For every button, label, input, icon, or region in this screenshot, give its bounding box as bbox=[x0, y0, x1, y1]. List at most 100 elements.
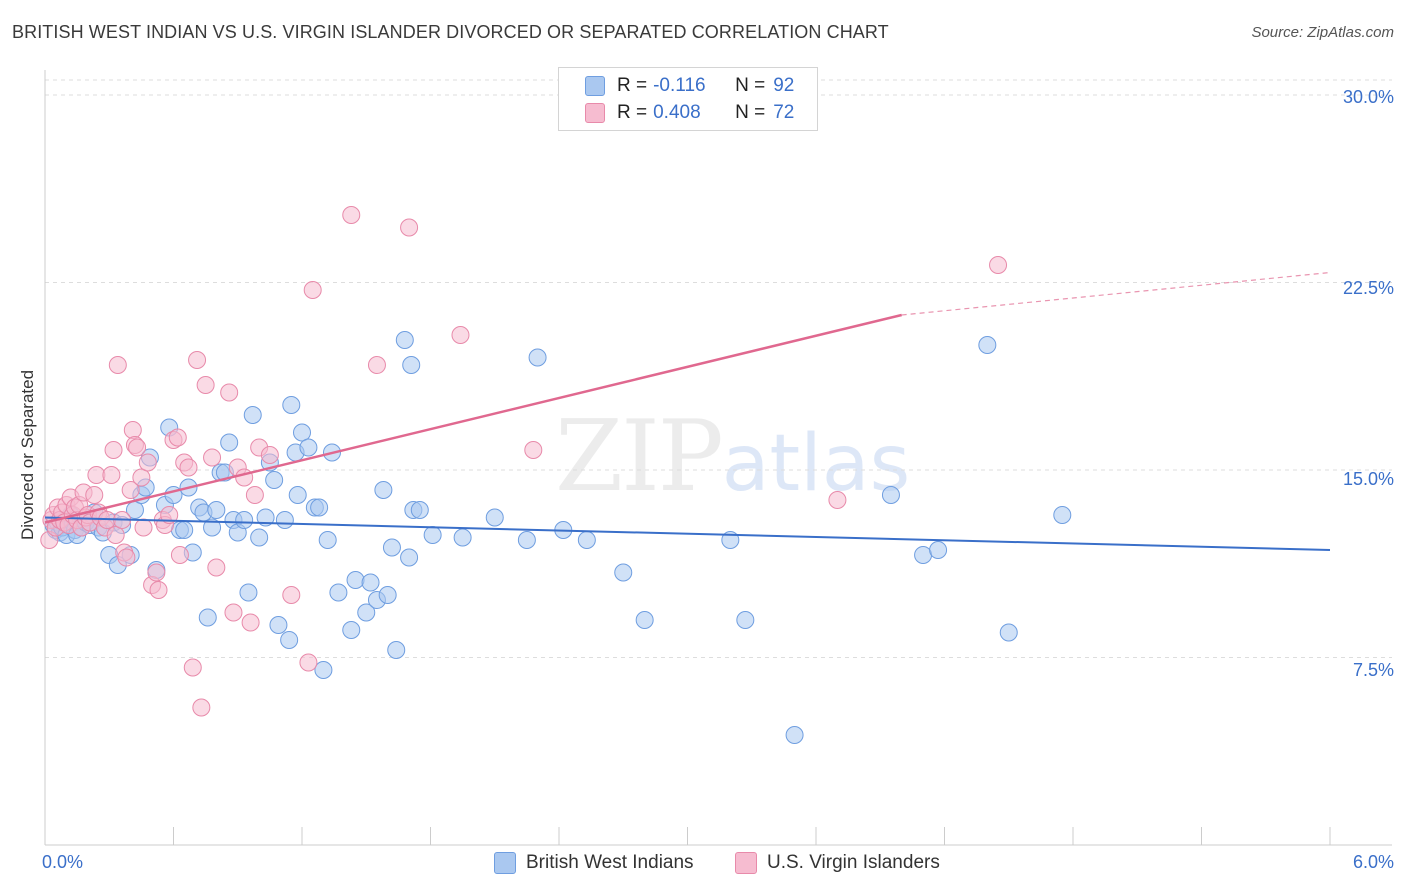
pink-data-point bbox=[220, 383, 239, 402]
blue-data-point bbox=[175, 521, 194, 539]
blue-data-point bbox=[265, 471, 284, 489]
stats-row-pink: R = 0.408 N = 72 bbox=[585, 101, 794, 125]
pink-data-point bbox=[989, 256, 1008, 274]
pink-data-point bbox=[241, 613, 260, 632]
blue-data-point bbox=[387, 641, 406, 659]
legend-swatch-blue bbox=[494, 852, 516, 874]
pink-data-point bbox=[128, 438, 147, 457]
blue-data-point bbox=[978, 336, 997, 354]
pink-data-point bbox=[123, 421, 142, 439]
pink-data-point bbox=[196, 376, 215, 394]
blue-data-point bbox=[293, 423, 311, 442]
x-tick-label-min: 0.0% bbox=[42, 852, 84, 872]
blue-data-point bbox=[914, 546, 933, 564]
blue-data-point bbox=[239, 583, 258, 602]
chart-title: BRITISH WEST INDIAN VS U.S. VIRGIN ISLAN… bbox=[12, 22, 889, 42]
pink-data-point bbox=[102, 466, 121, 484]
r-value: -0.116 bbox=[653, 75, 706, 96]
watermark: ZIPatlas bbox=[555, 400, 910, 514]
blue-data-point bbox=[361, 573, 380, 592]
blue-data-point bbox=[881, 486, 900, 504]
pink-data-point bbox=[132, 468, 151, 487]
blue-data-point bbox=[517, 531, 536, 549]
blue-data-point bbox=[346, 571, 365, 589]
pink-data-point bbox=[282, 586, 301, 604]
blue-data-point bbox=[235, 511, 254, 529]
pink-data-point bbox=[134, 518, 153, 537]
pink-trend-line bbox=[44, 313, 902, 524]
y-tick-label-15: 15.0% bbox=[1342, 469, 1394, 489]
pink-data-point bbox=[121, 481, 140, 499]
blue-data-point bbox=[318, 531, 337, 549]
blue-data-point bbox=[282, 396, 301, 414]
blue-data-point bbox=[402, 356, 421, 374]
r-value: 0.408 bbox=[653, 102, 701, 123]
pink-data-point bbox=[400, 218, 419, 237]
watermark-atlas: atlas bbox=[721, 419, 911, 509]
pink-data-point bbox=[524, 441, 543, 459]
pink-data-point bbox=[828, 491, 847, 509]
y-tick-label-30: 30.0% bbox=[1342, 87, 1394, 107]
pink-data-point bbox=[117, 548, 136, 567]
pink-data-point bbox=[138, 453, 157, 472]
blue-data-point bbox=[999, 623, 1018, 642]
pink-data-point bbox=[108, 356, 127, 374]
r-label: R = bbox=[617, 102, 648, 123]
pink-data-point bbox=[299, 653, 318, 672]
series-legend: British West Indians U.S. Virgin Islande… bbox=[0, 852, 1406, 876]
y-axis-label: Divorced or Separated bbox=[18, 369, 37, 541]
blue-data-point bbox=[378, 586, 397, 604]
blue-data-point bbox=[329, 583, 348, 602]
blue-data-point bbox=[382, 538, 401, 557]
blue-data-point bbox=[577, 531, 596, 549]
blue-data-point bbox=[1053, 506, 1072, 524]
n-label: N = bbox=[735, 102, 766, 123]
blue-data-point bbox=[243, 406, 262, 424]
pink-data-point bbox=[451, 326, 470, 344]
pink-data-point bbox=[149, 581, 168, 599]
pink-data-point bbox=[87, 466, 106, 484]
blue-data-point bbox=[310, 498, 329, 517]
blue-data-point bbox=[453, 528, 472, 547]
legend-label: British West Indians bbox=[526, 852, 694, 873]
blue-data-point bbox=[635, 611, 654, 629]
blue-swatch bbox=[585, 76, 605, 96]
blue-data-point bbox=[198, 608, 217, 627]
pink-data-point bbox=[342, 206, 361, 224]
blue-data-point bbox=[410, 501, 429, 519]
pink-data-point bbox=[224, 603, 243, 622]
r-label: R = bbox=[617, 75, 648, 96]
blue-data-point bbox=[280, 631, 299, 649]
blue-data-point bbox=[250, 528, 269, 547]
watermark-zip: ZIP bbox=[555, 400, 724, 514]
blue-data-point bbox=[207, 501, 226, 519]
pink-data-point bbox=[85, 486, 104, 504]
blue-data-point bbox=[400, 548, 419, 567]
blue-data-point bbox=[342, 621, 361, 639]
blue-data-point bbox=[256, 508, 275, 527]
y-tick-label-7-5: 7.5% bbox=[1352, 660, 1394, 680]
blue-data-point bbox=[357, 603, 376, 622]
blue-trend-line bbox=[44, 516, 1331, 551]
pink-data-point bbox=[192, 698, 211, 717]
legend-swatch-pink bbox=[735, 852, 757, 874]
blue-data-point bbox=[314, 661, 333, 679]
pink-data-point bbox=[160, 506, 179, 524]
pink-data-point bbox=[260, 446, 279, 464]
blue-data-point bbox=[614, 563, 633, 582]
n-label: N = bbox=[735, 75, 766, 96]
blue-data-point bbox=[220, 433, 239, 452]
y-tick-label-22-5: 22.5% bbox=[1342, 278, 1394, 298]
blue-data-point bbox=[785, 726, 804, 744]
pink-data-point bbox=[245, 486, 264, 504]
legend-item-british-west-indians: British West Indians bbox=[494, 852, 694, 874]
pink-data-point bbox=[183, 658, 202, 677]
legend-item-us-virgin-islanders: U.S. Virgin Islanders bbox=[735, 852, 940, 874]
blue-data-point bbox=[423, 526, 442, 544]
blue-data-point bbox=[374, 481, 393, 499]
pink-data-point bbox=[207, 558, 226, 577]
pink-data-point bbox=[303, 281, 322, 299]
blue-data-point bbox=[929, 541, 948, 559]
pink-data-point bbox=[188, 351, 207, 369]
stats-row-blue: R = -0.116 N = 92 bbox=[585, 74, 794, 98]
